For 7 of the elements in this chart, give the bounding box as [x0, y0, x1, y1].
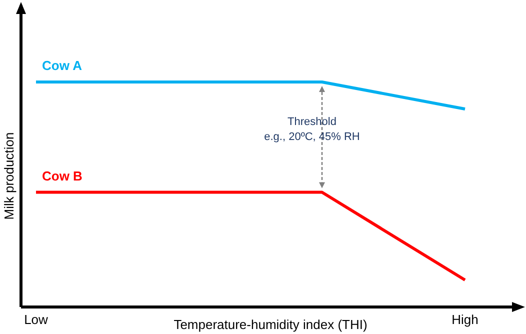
annotation: Threshold e.g., 20ºC, 45% RH: [264, 116, 360, 144]
y-axis-title: Milk production: [2, 132, 16, 220]
x-tick-label: Low: [24, 312, 49, 328]
x-axis-title: Temperature-humidity index (THI): [174, 317, 368, 332]
x-tick-label: High: [452, 312, 478, 328]
series-label: Cow A: [42, 58, 83, 73]
series-label: Cow B: [42, 168, 82, 184]
